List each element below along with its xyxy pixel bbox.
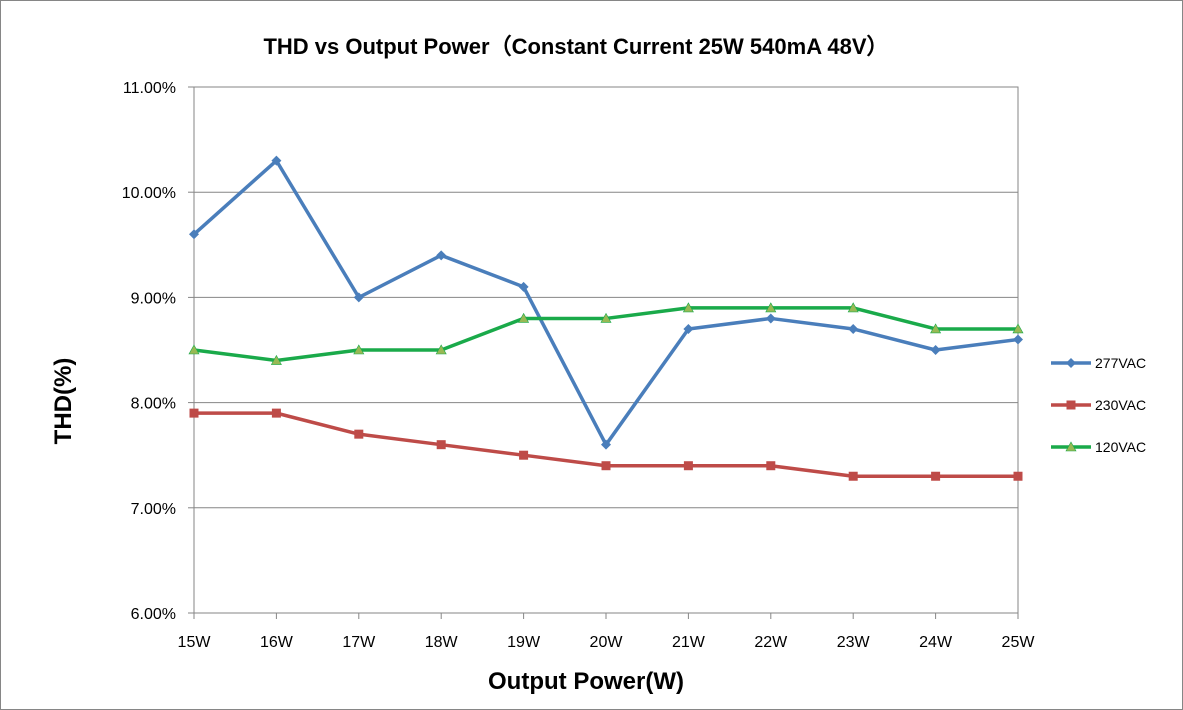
data-point xyxy=(765,313,776,324)
legend: 277VAC 230VAC 120VAC xyxy=(1051,355,1146,455)
data-point xyxy=(600,312,612,323)
data-point xyxy=(188,344,200,355)
data-point xyxy=(270,354,282,365)
y-tick-label: 6.00% xyxy=(131,606,176,623)
data-point xyxy=(766,461,776,471)
legend-label: 230VAC xyxy=(1095,397,1146,413)
x-tick-label: 21W xyxy=(672,634,706,651)
data-point xyxy=(189,229,199,240)
series-120vac xyxy=(188,302,1024,365)
x-tick-label: 18W xyxy=(425,634,459,651)
x-tick-label: 24W xyxy=(919,634,953,651)
data-point xyxy=(271,155,282,166)
y-axis-title: THD(%) xyxy=(50,358,77,445)
data-point xyxy=(1012,323,1024,334)
data-point xyxy=(683,323,694,334)
data-point xyxy=(848,471,858,481)
data-point xyxy=(189,408,199,418)
data-point xyxy=(271,408,281,418)
data-point xyxy=(847,302,859,313)
legend-entry: 230VAC xyxy=(1051,397,1146,413)
data-point xyxy=(353,344,365,355)
chart-title: THD vs Output Power（Constant Current 25W… xyxy=(263,34,888,59)
y-tick-label: 10.00% xyxy=(122,185,176,202)
x-tick-label: 17W xyxy=(342,634,376,651)
data-point xyxy=(518,312,530,323)
data-point xyxy=(435,344,447,355)
data-point xyxy=(930,323,942,334)
grid-layer xyxy=(188,86,1019,619)
data-point xyxy=(601,439,611,450)
legend-marker xyxy=(1066,400,1076,410)
y-tick-label: 7.00% xyxy=(131,501,176,518)
data-point xyxy=(1013,334,1023,345)
legend-entry: 277VAC xyxy=(1051,355,1146,371)
y-tick-label: 8.00% xyxy=(131,396,176,413)
x-tick-label: 19W xyxy=(507,634,541,651)
data-point xyxy=(353,292,364,303)
data-point xyxy=(354,429,364,439)
series-230vac xyxy=(189,408,1023,481)
data-point xyxy=(848,323,859,334)
legend-label: 277VAC xyxy=(1095,355,1146,371)
data-point xyxy=(931,471,941,481)
x-tick-label: 16W xyxy=(260,634,294,651)
y-tick-label: 11.00% xyxy=(123,80,176,97)
legend-marker xyxy=(1065,441,1077,452)
legend-entry: 120VAC xyxy=(1051,439,1146,455)
x-tick-label: 20W xyxy=(590,634,624,651)
data-point xyxy=(683,461,693,471)
data-point xyxy=(601,461,611,471)
series-277vac xyxy=(189,155,1023,450)
y-tick-label: 9.00% xyxy=(131,290,176,307)
data-point xyxy=(518,281,529,292)
data-point xyxy=(930,345,941,355)
plot-area-border xyxy=(193,86,1019,614)
x-tick-label: 23W xyxy=(837,634,871,651)
data-point xyxy=(519,450,529,460)
series-layer xyxy=(188,155,1024,481)
tick-layer: 6.00% 7.00% 8.00% 9.00% 10.00% 11.00% 15W 16W 17… xyxy=(122,80,1036,651)
series-line xyxy=(192,158,1019,447)
data-point xyxy=(765,302,777,313)
x-tick-label: 15W xyxy=(178,634,212,651)
data-point xyxy=(436,440,446,450)
legend-marker xyxy=(1066,358,1076,368)
x-axis-title: Output Power(W) xyxy=(488,668,684,695)
data-point xyxy=(436,250,447,261)
data-point xyxy=(682,302,694,313)
x-tick-label: 25W xyxy=(1002,634,1036,651)
x-tick-label: 22W xyxy=(754,634,788,651)
legend-label: 120VAC xyxy=(1095,439,1146,455)
data-point xyxy=(1013,471,1023,481)
